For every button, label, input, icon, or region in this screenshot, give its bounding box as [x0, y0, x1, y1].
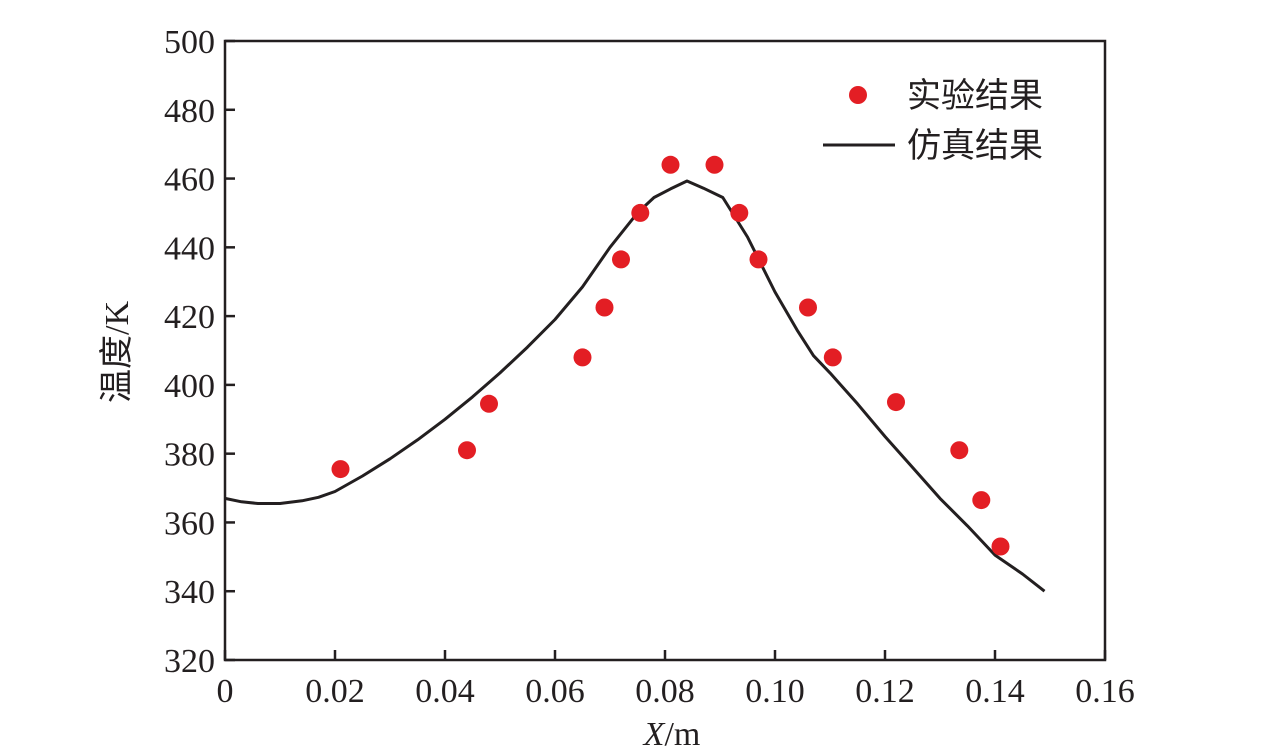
x-tick-label: 0: [217, 673, 234, 710]
y-tick-label: 440: [164, 230, 215, 267]
y-tick-label: 500: [164, 24, 215, 61]
experiment-point: [458, 441, 476, 460]
experiment-point: [631, 203, 650, 222]
y-tick-label: 420: [164, 299, 215, 336]
x-axis-ticks: [223, 650, 1107, 660]
y-tick-label: 480: [164, 93, 215, 130]
experiment-point: [573, 348, 592, 367]
x-axis-title: X/m: [642, 716, 701, 753]
experiment-point: [823, 348, 842, 367]
experiment-point: [705, 155, 724, 174]
legend: 实验结果 仿真结果: [823, 76, 1043, 166]
y-axis-ticks: [225, 39, 235, 662]
x-tick-label: 0.06: [525, 673, 585, 710]
x-tick-label: 0.10: [745, 673, 805, 710]
x-tick-label: 0.16: [1075, 673, 1135, 710]
y-tick-label: 460: [164, 162, 215, 199]
x-tick-label: 0.12: [855, 673, 915, 710]
legend-label-simulation: 仿真结果: [907, 126, 1043, 166]
experiment-point: [887, 393, 905, 412]
legend-label-experiment: 实验结果: [907, 76, 1043, 116]
y-tick-label: 320: [164, 643, 215, 680]
x-tick-label: 0.08: [635, 673, 695, 710]
experiment-point: [661, 155, 680, 174]
experiment-point: [480, 394, 498, 413]
x-tick-label: 0.04: [415, 673, 475, 710]
legend-marker-experiment: [849, 86, 867, 104]
experiment-points: [331, 155, 1010, 556]
x-tick-label: 0.02: [305, 673, 365, 710]
y-axis-title: 温度/K: [98, 301, 136, 403]
y-tick-label: 400: [164, 368, 215, 405]
x-axis-title-unit: /m: [664, 716, 700, 753]
experiment-point: [972, 491, 991, 510]
x-axis-tick-labels: 0 0.02 0.04 0.06 0.08 0.10 0.12 0.14 0.16: [217, 673, 1135, 710]
experiment-point: [612, 250, 630, 269]
y-tick-label: 360: [164, 505, 215, 542]
simulation-line: [224, 179, 1046, 593]
x-axis-title-var: X: [642, 716, 666, 753]
y-axis-tick-labels: 320 340 360 380 400 420 440 460 480 500: [164, 24, 215, 680]
experiment-point: [331, 460, 350, 479]
experiment-point: [799, 298, 817, 317]
experiment-point: [595, 298, 614, 317]
experiment-point: [749, 250, 768, 269]
y-tick-label: 380: [164, 437, 215, 474]
experiment-point: [950, 441, 969, 460]
y-tick-label: 340: [164, 574, 215, 611]
experiment-point: [991, 537, 1010, 556]
experiment-point: [730, 203, 749, 222]
x-tick-label: 0.14: [965, 673, 1025, 710]
